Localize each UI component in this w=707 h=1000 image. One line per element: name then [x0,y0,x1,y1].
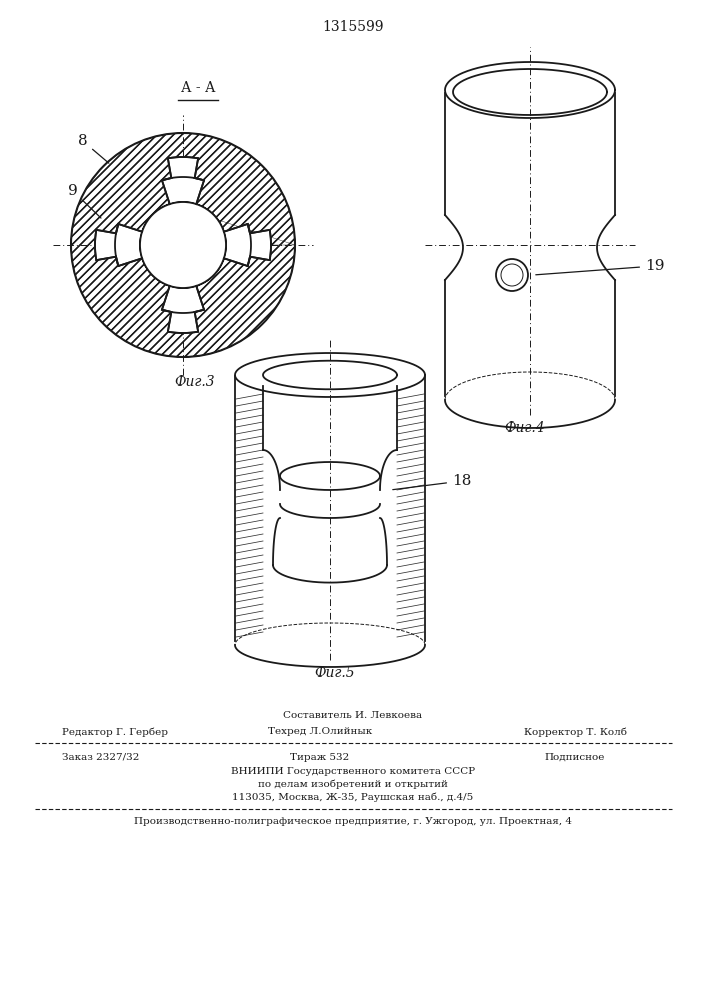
Text: Корректор Т. Колб: Корректор Т. Колб [523,727,626,737]
Text: по делам изобретений и открытий: по делам изобретений и открытий [258,779,448,789]
Circle shape [501,264,523,286]
Polygon shape [71,133,295,357]
Polygon shape [140,202,226,288]
Text: 1315599: 1315599 [322,20,384,34]
Text: А - А: А - А [181,81,215,95]
Text: Фиг.3: Фиг.3 [175,375,216,389]
Text: Техред Л.Олийнык: Техред Л.Олийнык [268,728,372,736]
Text: 9: 9 [68,184,101,218]
Text: Заказ 2327/32: Заказ 2327/32 [62,752,139,762]
Text: 18: 18 [393,474,472,490]
Text: Фиг.4: Фиг.4 [505,421,545,435]
Polygon shape [71,133,295,357]
Text: Тираж 532: Тираж 532 [291,752,350,762]
Text: Фиг.5: Фиг.5 [315,666,356,680]
Text: ВНИИПИ Государственного комитета СССР: ВНИИПИ Государственного комитета СССР [231,766,475,776]
Circle shape [496,259,528,291]
Polygon shape [95,157,271,333]
Text: Подписное: Подписное [545,752,605,762]
Text: Редактор Г. Гербер: Редактор Г. Гербер [62,727,168,737]
Text: Составитель И. Левкоева: Составитель И. Левкоева [284,710,423,720]
Text: Производственно-полиграфическое предприятие, г. Ужгород, ул. Проектная, 4: Производственно-полиграфическое предприя… [134,818,572,826]
Text: 113035, Москва, Ж-35, Раушская наб., д.4/5: 113035, Москва, Ж-35, Раушская наб., д.4… [233,792,474,802]
Text: 19: 19 [536,259,665,275]
Text: 8: 8 [78,134,109,163]
Polygon shape [95,157,271,333]
Circle shape [140,202,226,288]
